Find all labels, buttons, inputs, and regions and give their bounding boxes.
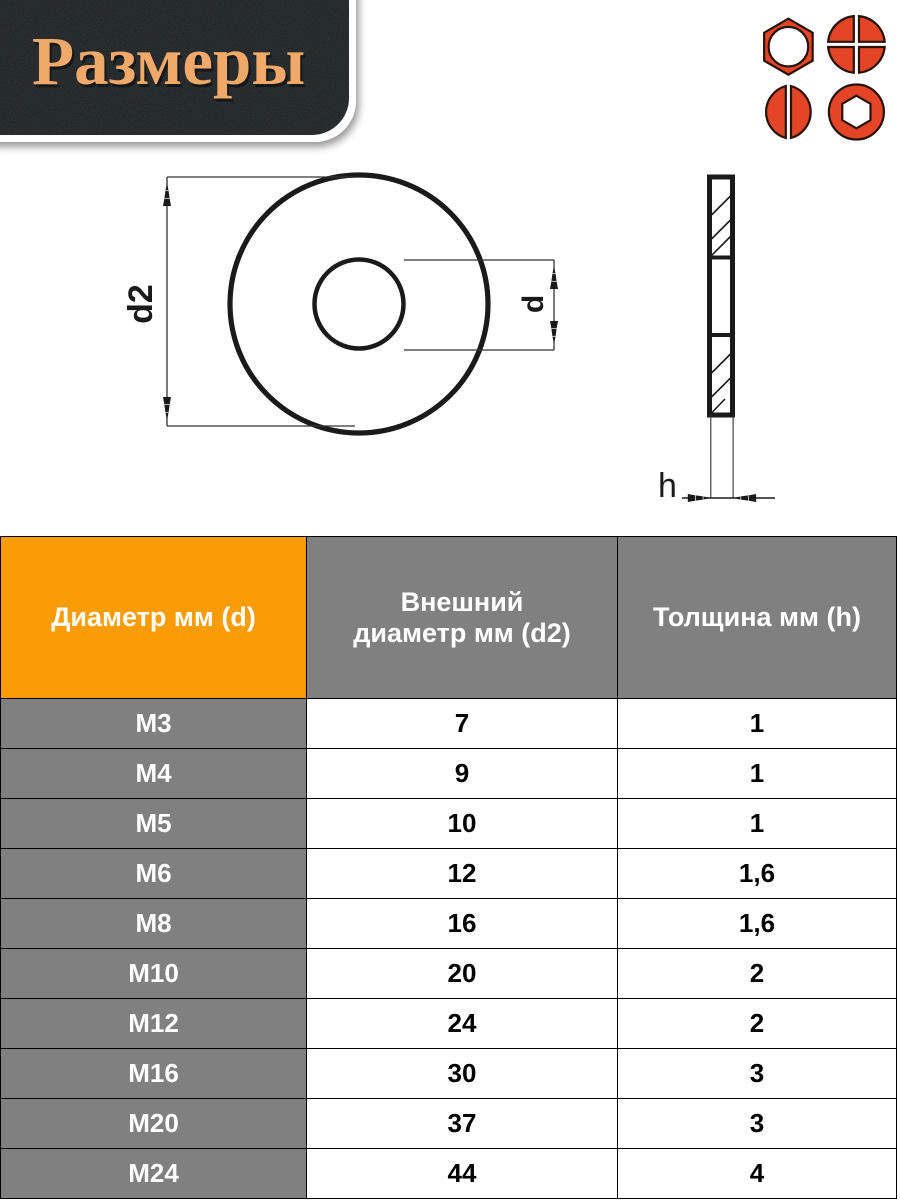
svg-text:d2: d2: [122, 284, 160, 324]
svg-text:d: d: [517, 295, 550, 313]
svg-text:h: h: [658, 467, 677, 505]
